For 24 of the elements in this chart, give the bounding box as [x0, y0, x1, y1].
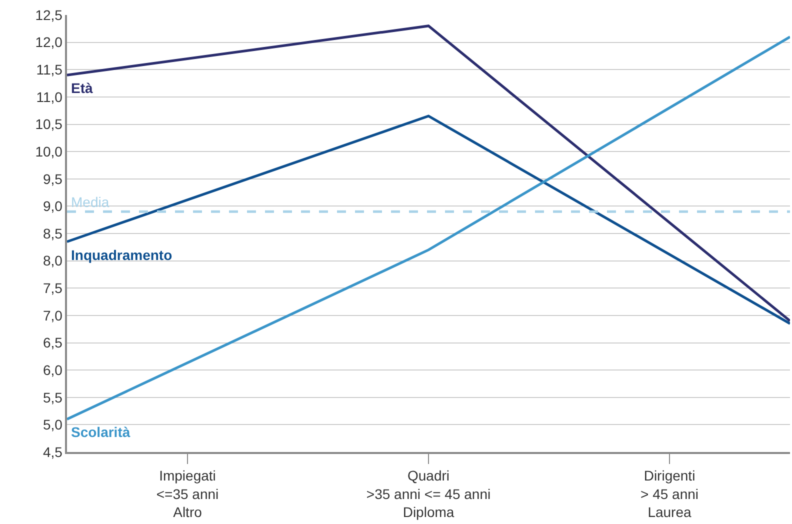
x-tick-label: Impiegati <=35 anni Altro [156, 468, 219, 520]
x-tick-label: Dirigenti > 45 anni Laurea [640, 468, 698, 520]
y-tick-label: 9,5 [42, 170, 63, 187]
y-tick-label: 5,0 [42, 416, 63, 433]
y-tick-label: 12,0 [35, 34, 63, 50]
y-tick-label: 8,5 [42, 225, 63, 242]
y-tick-label: 4,5 [42, 444, 63, 460]
y-tick-label: 12,5 [35, 6, 63, 23]
ref-line-label: Media [71, 194, 110, 210]
series-label: Inquadramento [71, 247, 172, 263]
series-label: Scolarità [71, 424, 130, 440]
y-tick-label: 11,5 [36, 62, 63, 78]
y-tick-label: 7,0 [42, 307, 63, 324]
y-tick-label: 7,5 [42, 280, 63, 296]
series-label: Età [71, 80, 93, 96]
y-tick-label: 5,5 [42, 389, 63, 406]
y-tick-label: 11,0 [36, 88, 63, 105]
y-tick-label: 6,5 [42, 334, 63, 351]
y-tick-label: 9,0 [42, 198, 63, 214]
x-tick-label: Quadri >35 anni <= 45 anni Diploma [366, 468, 491, 520]
y-tick-label: 6,0 [42, 362, 63, 378]
y-tick-label: 8,0 [42, 252, 63, 269]
y-tick-label: 10,0 [35, 143, 63, 160]
y-tick-label: 10,5 [35, 116, 63, 132]
